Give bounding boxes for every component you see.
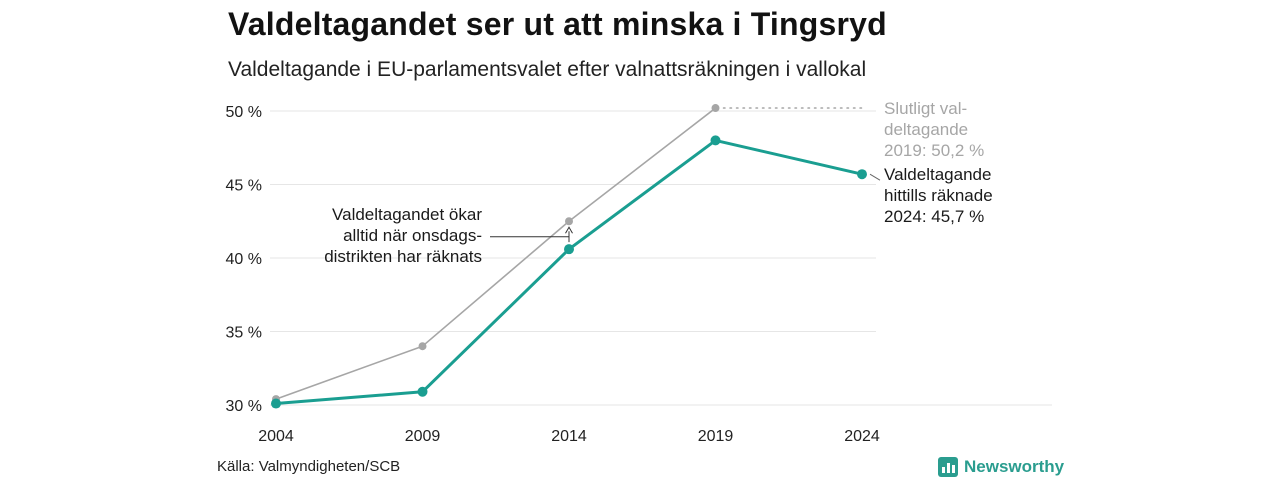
counted-turnout-line [275, 138, 863, 406]
y-tick-label: 30 % [226, 398, 262, 415]
x-tick-label: 2024 [844, 428, 880, 445]
counted-turnout-point [564, 244, 574, 255]
annotation-line: 2019: 50,2 % [884, 141, 984, 160]
chart-subtitle: Valdeltagande i EU-parlamentsvalet efter… [228, 58, 867, 81]
counted-turnout-point [857, 169, 867, 180]
x-tick-label: 2004 [258, 428, 294, 445]
brand-name: Newsworthy [964, 457, 1065, 476]
annotation-line: distrikten har räknats [324, 247, 482, 266]
counted-annotation: Valdeltagande hittills räknade 2024: 45,7 … [884, 165, 993, 226]
line-chart: 30 % 35 % 40 % 45 % 50 % 2004 2009 2014 2019 202… [226, 99, 1052, 445]
final-turnout-line [275, 107, 716, 400]
annotation-line: deltagande [884, 120, 968, 139]
counted-turnout-point [271, 398, 281, 409]
bar-chart-icon [938, 457, 958, 477]
annotation-line: alltid när onsdags- [343, 226, 482, 245]
final-turnout-point [418, 342, 427, 351]
y-tick-label: 45 % [226, 178, 262, 195]
annotation-line: Valdeltagande [884, 165, 991, 184]
annotation-line: 2024: 45,7 % [884, 207, 984, 226]
y-tick-label: 35 % [226, 325, 262, 342]
source-note: Källa: Valmyndigheten/SCB [217, 458, 401, 475]
final-turnout-point [711, 104, 720, 113]
grid-lines [270, 110, 1052, 406]
annotation-line: Valdeltagandet ökar [332, 205, 482, 224]
chart-title: Valdeltagandet ser ut att minska i Tings… [228, 6, 887, 42]
annotations-layer: Slutligt val-deltagande 2019: 50,2 % Valde… [324, 99, 992, 266]
arrow-head [565, 226, 573, 234]
counted-turnout-point [710, 135, 721, 146]
y-tick-label: 50 % [226, 104, 262, 121]
x-tick-label: 2019 [698, 428, 734, 445]
final-annotation: Slutligt val-deltagande 2019: 50,2 % [884, 99, 984, 160]
x-tick-label: 2014 [551, 428, 587, 445]
x-axis-ticks: 2004 2009 2014 2019 2024 [258, 428, 880, 445]
y-axis-ticks: 30 % 35 % 40 % 45 % 50 % [226, 104, 262, 415]
brand-logo: Newsworthy [938, 456, 1064, 478]
annotation-line: Slutligt val- [884, 99, 967, 118]
wednesday-annotation: Valdeltagandet ökar alltid när onsdags-di… [324, 205, 482, 266]
annotation-line: hittills räknade [884, 186, 993, 205]
final-turnout-point [565, 217, 573, 226]
series-layer [271, 104, 867, 409]
counted-leader-line [869, 173, 881, 181]
x-tick-label: 2009 [405, 428, 441, 445]
y-tick-label: 40 % [226, 251, 262, 268]
counted-turnout-point [417, 386, 428, 397]
